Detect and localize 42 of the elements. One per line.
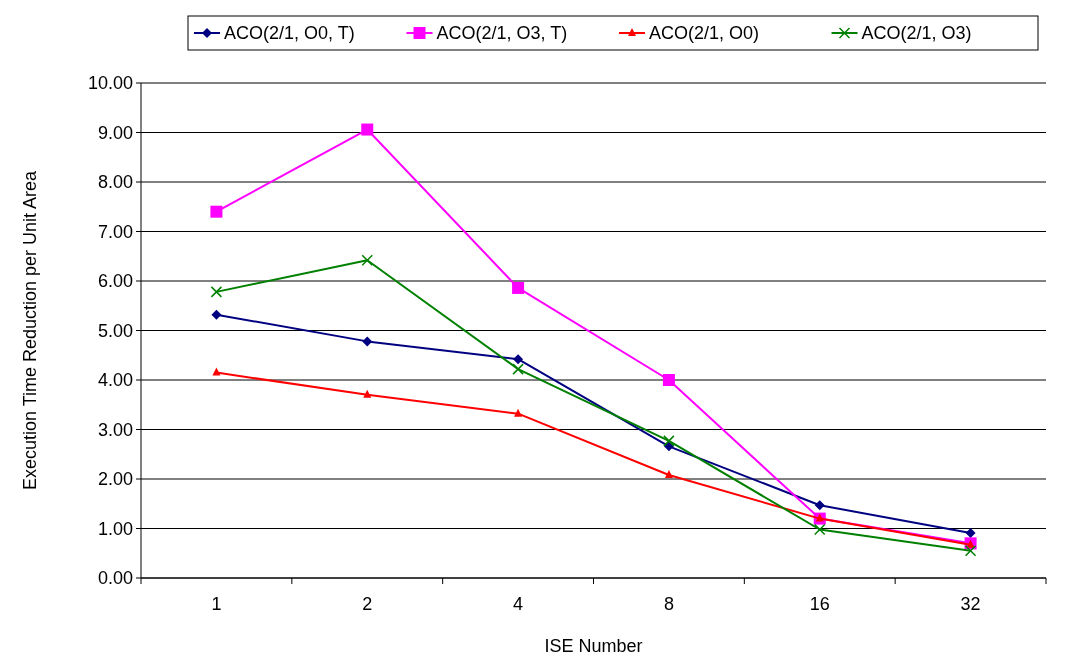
x-tick-label: 1: [211, 594, 222, 614]
x-tick-label: 8: [663, 594, 674, 614]
point: [814, 500, 825, 511]
x-tick-label: 4: [513, 594, 524, 614]
point: [512, 363, 524, 375]
y-tick-label: 2.00: [97, 469, 133, 490]
point: [212, 367, 221, 376]
y-axis-title: Execution Time Reduction per Unit Area: [20, 169, 40, 491]
point: [363, 389, 372, 398]
point: [211, 309, 222, 320]
y-tick-label: 7.00: [97, 221, 133, 242]
point: [512, 281, 525, 294]
y-tick-label: 10.00: [87, 73, 133, 94]
y-tick-label: 5.00: [97, 320, 133, 341]
point: [361, 123, 374, 136]
y-tick-label: 8.00: [97, 172, 133, 193]
point: [664, 470, 673, 479]
point: [210, 205, 223, 218]
point: [513, 354, 524, 365]
point: [361, 254, 373, 266]
y-tick-label: 0.00: [97, 568, 133, 589]
point: [663, 435, 675, 447]
point: [964, 545, 977, 557]
point: [514, 408, 523, 417]
legend-label: ACO(2/1, O0): [649, 23, 760, 44]
point: [662, 374, 675, 386]
point: [814, 523, 826, 536]
x-tick-label: 16: [809, 594, 830, 614]
y-tick-label: 4.00: [97, 370, 133, 391]
y-tick-label: 6.00: [97, 271, 133, 292]
y-tick-label: 9.00: [97, 122, 133, 143]
legend-label: ACO(2/1, O3, T): [436, 23, 568, 44]
point: [965, 527, 976, 538]
legend-label: ACO(2/1, O0, T): [224, 23, 355, 44]
y-tick-label: 1.00: [97, 518, 133, 539]
point: [362, 336, 373, 347]
x-tick-label: 32: [960, 594, 981, 614]
point: [210, 286, 223, 298]
x-axis-title: ISE Number: [544, 636, 643, 656]
legend-label: ACO(2/1, O3): [861, 23, 972, 44]
y-tick-label: 3.00: [97, 419, 133, 440]
x-tick-label: 2: [362, 594, 373, 614]
